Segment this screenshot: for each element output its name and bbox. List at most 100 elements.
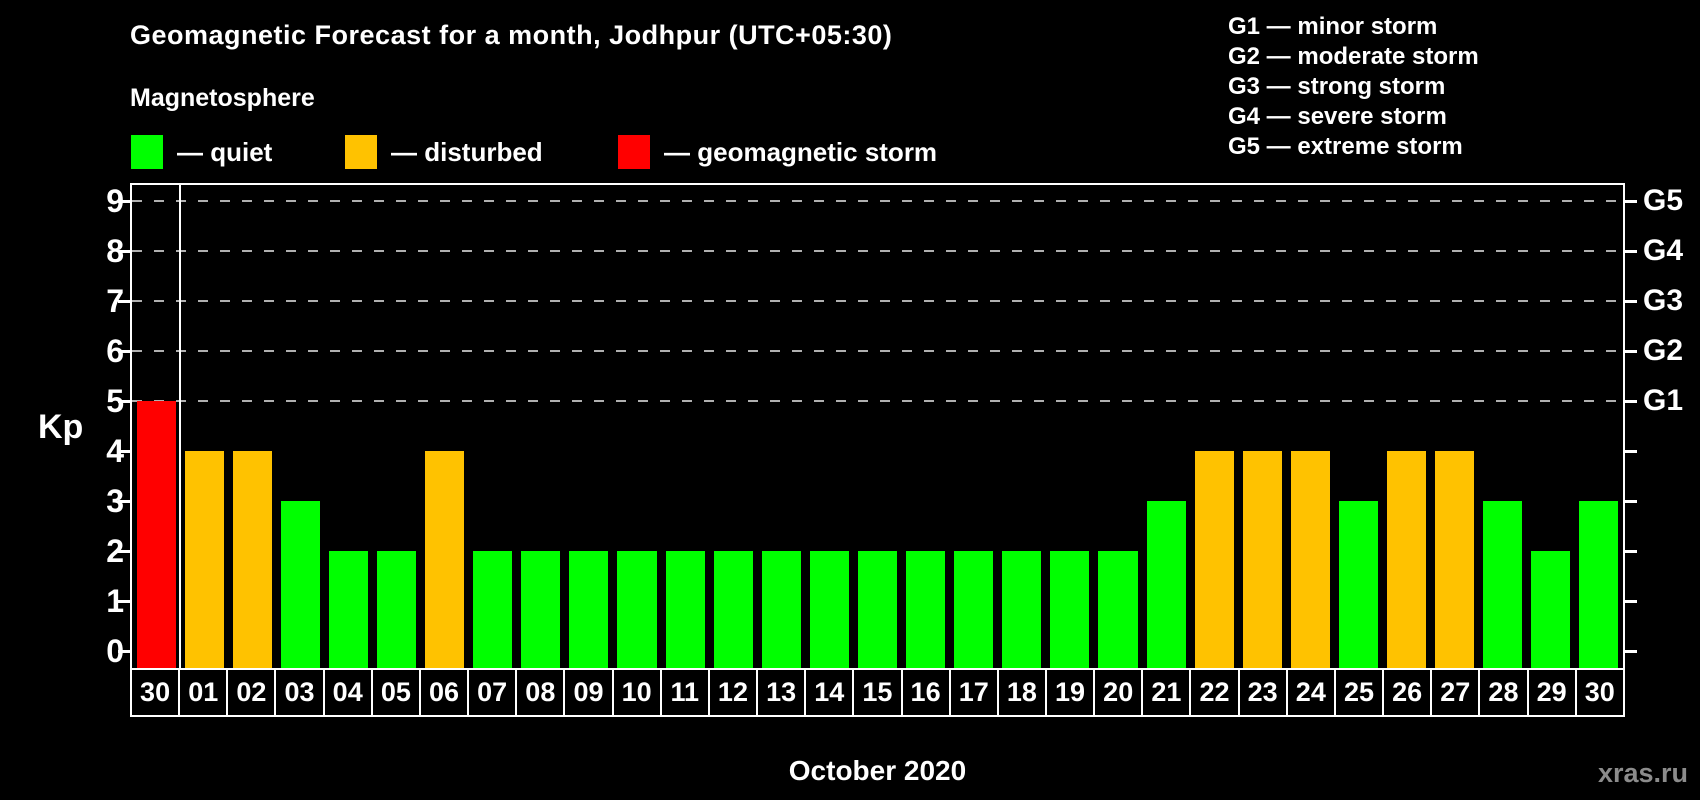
kp-bar-day-12	[713, 551, 753, 668]
day-label-24: 24	[1288, 670, 1336, 715]
day-label-23: 23	[1240, 670, 1288, 715]
kp-bar-day-25	[1338, 501, 1378, 668]
kp-bar-day-20	[1098, 551, 1138, 668]
gridline-kp5	[132, 400, 1623, 402]
kp-bar-day-04	[328, 551, 368, 668]
day-label-29: 29	[1529, 670, 1577, 715]
kp-bar-day-08	[521, 551, 561, 668]
storm-scale-line-5: G5 — extreme storm	[1228, 133, 1463, 160]
x-axis-title: October 2020	[788, 755, 967, 786]
y-tick-right-1	[1625, 600, 1637, 603]
y-tick-label-8: 8	[106, 233, 124, 269]
day-label-08: 08	[517, 670, 566, 715]
kp-bar-day-13	[761, 551, 801, 668]
g-scale-label-g5: G5	[1643, 184, 1684, 217]
kp-bar-day-14	[809, 551, 849, 668]
kp-bar-day-09	[569, 551, 609, 668]
chart-subtitle: Magnetosphere	[130, 84, 315, 112]
y-tick-left-7	[118, 300, 130, 303]
y-tick-right-7	[1625, 300, 1637, 303]
kp-bar-day-28	[1483, 501, 1523, 668]
kp-bar-day-17	[954, 551, 994, 668]
legend-item-quiet: — quiet	[131, 135, 272, 169]
day-label-30: 30	[1584, 677, 1615, 707]
storm-scale-line-4: G4 — severe storm	[1228, 103, 1447, 130]
y-axis-title: Kp	[38, 408, 84, 446]
magnetosphere-legend: — quiet — disturbed — geomagnetic storm	[0, 135, 1700, 169]
g-scale-label-g1: G1	[1643, 384, 1684, 417]
day-label-28: 28	[1480, 670, 1529, 715]
y-tick-left-8	[118, 250, 130, 253]
kp-bar-day-30	[136, 401, 176, 668]
day-label-16: 16	[903, 670, 951, 715]
y-tick-label-2: 2	[106, 533, 124, 569]
y-tick-left-6	[118, 350, 130, 353]
kp-bar-day-01	[184, 451, 224, 668]
kp-bar-day-11	[665, 551, 705, 668]
kp-bar-day-02	[232, 451, 272, 668]
y-tick-right-8	[1625, 250, 1637, 253]
kp-bar-day-30	[1579, 501, 1619, 668]
watermark: xras.ru	[1597, 758, 1688, 788]
x-axis-day-labels: 30 01 02 03 04 05 06 07 08 09 10 11 12 13 14 15 16 17 18 19…	[130, 668, 1625, 717]
storm-scale-line-1: G1 — minor storm	[1228, 13, 1438, 40]
y-tick-left-9	[118, 200, 130, 203]
day-label-22: 22	[1191, 670, 1240, 715]
storm-scale-line-3: G3 — strong storm	[1228, 73, 1446, 100]
kp-bar-day-15	[857, 551, 898, 668]
kp-bar-day-29	[1531, 551, 1571, 668]
gridline-kp8	[132, 250, 1623, 252]
kp-bar-day-07	[473, 551, 513, 668]
day-label-13: 13	[758, 670, 807, 715]
y-tick-left-0	[118, 650, 130, 653]
y-tick-left-5	[118, 400, 130, 403]
day-label-12: 12	[710, 670, 759, 715]
day-label-09: 09	[565, 670, 614, 715]
kp-bar-day-18	[1002, 551, 1042, 668]
kp-bar-day-03	[280, 501, 320, 668]
day-label-25: 25	[1336, 670, 1385, 715]
plot-inner	[132, 185, 1623, 668]
day-label-02: 02	[228, 670, 277, 715]
day-label-15: 15	[854, 670, 903, 715]
kp-bar-day-05	[376, 551, 417, 668]
y-tick-left-3	[118, 500, 130, 503]
kp-bar-day-21	[1146, 501, 1186, 668]
day-label-04: 04	[325, 670, 373, 715]
g-scale-label-g4: G4	[1643, 234, 1684, 267]
storm-scale-line-2: G2 — moderate storm	[1228, 43, 1479, 70]
y-tick-left-1	[118, 600, 130, 603]
month-separator	[179, 185, 182, 668]
y-tick-label-5: 5	[106, 383, 124, 419]
gridline-kp7	[132, 300, 1623, 302]
day-label-26: 26	[1384, 670, 1433, 715]
quiet-color-swatch	[131, 135, 163, 169]
y-tick-label-4: 4	[106, 433, 124, 469]
chart-title: Geomagnetic Forecast for a month, Jodhpu…	[130, 20, 893, 50]
day-label-27: 27	[1432, 670, 1481, 715]
kp-bar-day-24	[1290, 451, 1330, 668]
kp-bar-day-22	[1194, 451, 1234, 668]
legend-label-quiet: — quiet	[177, 136, 273, 167]
storm-scale-legend: G1 — minor storm G2 — moderate storm G3 — …	[1228, 12, 1479, 162]
day-label-07: 07	[469, 670, 518, 715]
y-tick-right-6	[1625, 350, 1637, 353]
y-tick-right-0	[1625, 650, 1637, 653]
kp-bar-day-26	[1387, 451, 1427, 668]
y-tick-left-4	[118, 450, 130, 453]
kp-bar-day-16	[906, 551, 946, 668]
kp-bar-day-06	[425, 451, 465, 668]
day-label-30-prev: 30	[132, 670, 181, 715]
plot-area	[130, 183, 1625, 668]
day-label-17: 17	[951, 670, 999, 715]
gridline-kp9	[132, 200, 1623, 202]
y-tick-right-2	[1625, 550, 1637, 553]
kp-bar-day-23	[1242, 451, 1282, 668]
y-tick-label-3: 3	[106, 483, 124, 519]
day-label-01: 01	[180, 670, 229, 715]
gridline-kp6	[132, 350, 1623, 352]
y-tick-label-9: 9	[106, 183, 124, 219]
y-tick-right-9	[1625, 200, 1637, 203]
day-label-19: 19	[1047, 670, 1096, 715]
